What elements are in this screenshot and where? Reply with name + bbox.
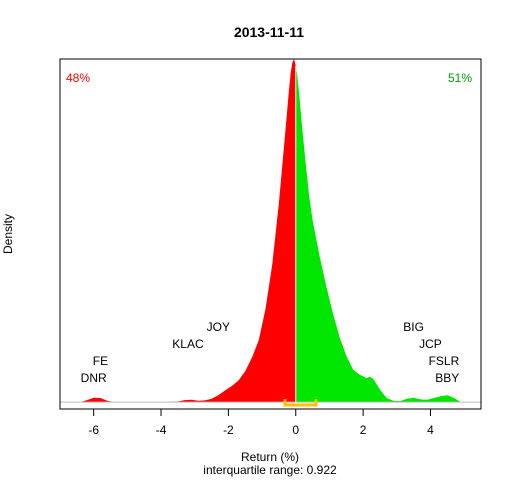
ticker-label-right: JCP — [419, 337, 442, 351]
x-tick-label: -4 — [156, 423, 167, 437]
ticker-label-right: FSLR — [429, 354, 460, 368]
ticker-label-right: BIG — [403, 320, 424, 334]
x-tick-label: 2 — [360, 423, 367, 437]
positive-share-label: 51% — [448, 71, 472, 85]
x-axis-label: Return (%) — [241, 450, 299, 464]
ticker-label-left: FE — [93, 354, 108, 368]
negative-density-area — [80, 59, 296, 403]
y-axis-label: Density — [1, 214, 15, 254]
chart-title: 2013-11-11 — [234, 24, 304, 40]
x-axis: -6 -4 -2 0 2 4 — [88, 408, 434, 437]
ticker-label-left: JOY — [207, 320, 230, 334]
interquartile-bracket — [283, 399, 318, 407]
x-tick-label: 4 — [427, 423, 434, 437]
density-areas — [80, 59, 461, 403]
ticker-label-right: BBY — [435, 371, 459, 385]
ticker-label-left: KLAC — [172, 337, 204, 351]
x-tick-label: -6 — [88, 423, 99, 437]
ticker-label-left: DNR — [81, 371, 107, 385]
x-tick-label: -2 — [223, 423, 234, 437]
x-tick-label: 0 — [292, 423, 299, 437]
x-axis-subtitle: interquartile range: 0.922 — [203, 463, 337, 477]
positive-density-area — [295, 65, 461, 403]
negative-share-label: 48% — [66, 71, 90, 85]
